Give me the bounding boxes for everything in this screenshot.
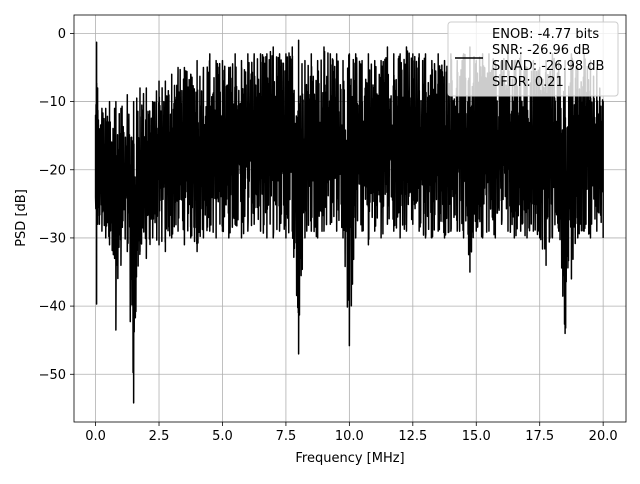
legend-enob: ENOB: -4.77 bits (492, 27, 599, 42)
y-tick-label: −20 (39, 163, 66, 178)
x-tick-label: 12.5 (398, 429, 427, 444)
y-axis-label: PSD [dB] (14, 189, 29, 247)
axes-frame (73, 14, 627, 423)
legend-sinad: SINAD: -26.98 dB (492, 59, 604, 74)
x-tick-label: 7.5 (276, 429, 297, 444)
psd-series-line-0 (94, 39, 604, 404)
x-tick-label: 17.5 (525, 429, 554, 444)
x-tick-label: 20.0 (589, 429, 618, 444)
x-tick-label: 10.0 (335, 429, 364, 444)
x-tick-label: 2.5 (149, 429, 170, 444)
y-tick-label: 0 (58, 27, 66, 42)
legend-box (447, 21, 619, 97)
y-tick-label: −10 (39, 95, 66, 110)
x-axis-label: Frequency [MHz] (295, 451, 404, 466)
y-tick-label: −30 (39, 231, 66, 246)
tick-layer: 0.0 2.5 5.0 7.5 10.0 12.5 15.0 17.5 20.0 0 −10 −20 −… (39, 27, 618, 444)
plot-layer (94, 39, 604, 404)
x-tick-label: 0.0 (85, 429, 106, 444)
y-tick-label: −50 (39, 368, 66, 383)
x-tick-label: 5.0 (212, 429, 233, 444)
x-tick-label: 15.0 (462, 429, 491, 444)
legend-snr: SNR: -26.96 dB (492, 43, 590, 58)
legend: ENOB: -4.77 bits SNR: -26.96 dB SINAD: -… (447, 21, 619, 97)
legend-sfdr: SFDR: 0.21 (492, 75, 564, 90)
y-tick-label: −40 (39, 300, 66, 315)
